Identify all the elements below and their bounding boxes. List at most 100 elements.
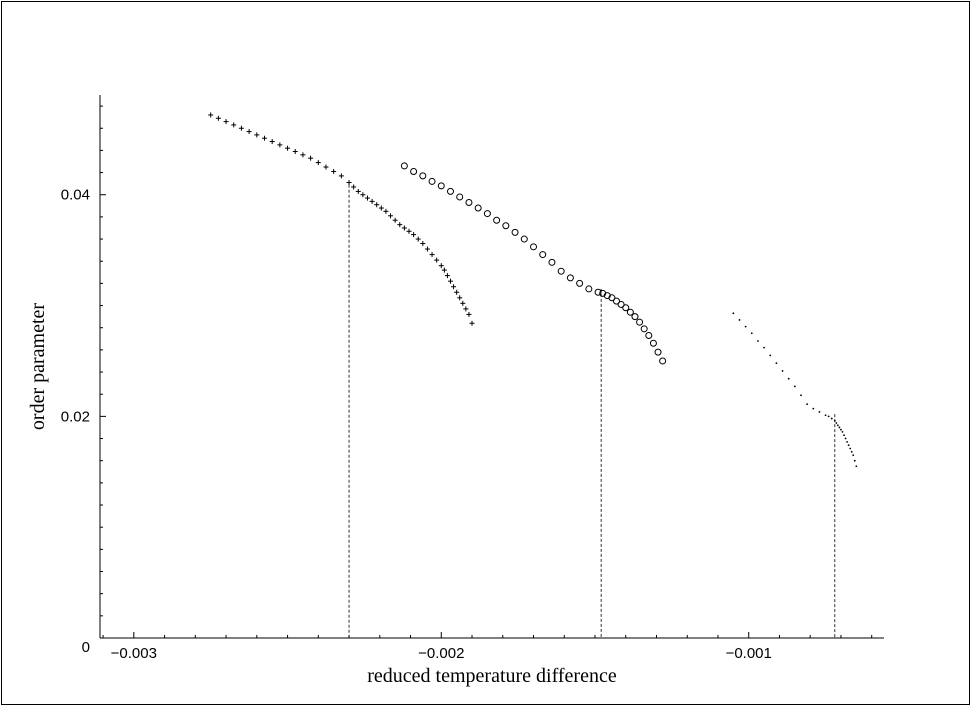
circle-marker-point	[446, 187, 454, 195]
circle-marker-point	[659, 357, 667, 365]
circle-marker-point	[649, 339, 657, 347]
circle-marker-point	[608, 294, 616, 302]
cross-marker-point	[355, 188, 361, 194]
dot-marker-point	[847, 444, 850, 447]
dot-marker-point	[836, 424, 839, 427]
cross-marker-point	[360, 192, 366, 198]
dot-marker-point	[850, 450, 853, 453]
cross-marker-point	[451, 284, 457, 290]
cross-marker-point	[364, 195, 370, 201]
dot-marker-point	[769, 354, 772, 357]
cross-marker-point	[420, 240, 426, 246]
x-axis-title: reduced temperature difference	[367, 665, 617, 687]
dot-marker-point	[840, 428, 842, 431]
cross-marker-point	[392, 217, 398, 223]
y-tick-label: 0.04	[61, 187, 90, 204]
dot-marker-point	[738, 319, 741, 321]
circle-marker-point	[585, 285, 593, 293]
cross-marker-point	[277, 142, 283, 148]
dot-marker-point	[853, 459, 856, 462]
cross-marker-point	[378, 205, 384, 211]
dot-marker-point	[846, 440, 849, 443]
cross-marker-point	[466, 311, 472, 317]
dot-marker-point	[838, 426, 841, 429]
y-axis-title: order parameter	[27, 303, 49, 430]
cross-marker-point	[246, 129, 252, 135]
dot-marker-point	[775, 362, 778, 365]
cross-marker-point	[388, 213, 394, 219]
dot-marker-point	[793, 385, 796, 388]
cross-marker-point	[315, 160, 321, 166]
cross-marker-point	[346, 180, 352, 186]
y-tick-label: 0	[82, 639, 90, 656]
circle-marker-point	[557, 267, 565, 275]
cross-marker-point	[269, 139, 275, 145]
circle-marker-point	[645, 331, 653, 339]
x-tick-label: −0.003	[111, 645, 157, 662]
dot-marker-point	[806, 403, 809, 406]
circle-marker-point	[636, 318, 644, 326]
y-tick-label: 0.02	[61, 408, 90, 425]
circle-marker-point	[502, 222, 510, 230]
cross-marker-point	[383, 208, 389, 214]
circle-marker-point	[576, 279, 584, 287]
cross-marker-point	[292, 149, 298, 155]
dot-marker-point	[818, 411, 821, 413]
cross-marker-point	[454, 289, 460, 295]
cross-marker-point	[254, 132, 260, 138]
circle-marker-point	[520, 235, 528, 243]
cross-marker-point	[424, 246, 430, 252]
circle-marker-point	[437, 182, 445, 190]
circle-marker-point	[539, 251, 547, 259]
cross-marker-point	[238, 125, 244, 131]
dot-marker-point	[844, 437, 847, 440]
cross-marker-point	[429, 252, 435, 258]
dot-marker-point	[812, 407, 815, 410]
cross-marker-point	[447, 278, 453, 284]
data-points	[208, 112, 858, 468]
dot-marker-point	[750, 332, 753, 335]
dot-marker-point	[843, 434, 845, 437]
circle-marker-point	[493, 216, 501, 224]
circle-marker-point	[654, 348, 662, 356]
dot-marker-point	[835, 422, 838, 424]
dot-marker-point	[855, 465, 858, 468]
circle-marker-point	[640, 325, 648, 333]
circle-marker-point	[428, 177, 436, 185]
circle-marker-point	[622, 304, 630, 312]
dot-marker-point	[763, 346, 765, 349]
x-tick-label: −0.002	[418, 645, 464, 662]
tick-labels: −0.003 −0.002 −0.001 0 0.02 0.04	[61, 187, 772, 662]
cross-marker-point	[374, 202, 380, 208]
cross-marker-point	[444, 273, 450, 279]
dot-marker-point	[849, 447, 852, 450]
cross-marker-point	[338, 173, 344, 179]
circle-marker-point	[566, 274, 574, 282]
dot-marker-point	[852, 454, 855, 457]
circle-marker-point	[530, 243, 538, 251]
dot-marker-point	[830, 417, 833, 420]
cross-marker-point	[460, 300, 466, 306]
circle-marker-point	[465, 198, 473, 206]
circle-marker-point	[410, 167, 418, 175]
dot-marker-point	[781, 370, 784, 372]
cross-marker-point	[308, 155, 314, 161]
cross-marker-point	[441, 267, 447, 273]
dot-marker-point	[824, 414, 827, 417]
cross-marker-point	[223, 119, 229, 125]
dot-marker-point	[833, 419, 836, 422]
dot-marker-point	[841, 430, 844, 433]
dot-marker-point	[827, 415, 830, 418]
circle-marker-point	[483, 210, 491, 218]
cross-marker-point	[415, 236, 421, 242]
cross-marker-point	[397, 222, 403, 228]
cross-marker-point	[351, 184, 357, 190]
cross-marker-point	[208, 112, 214, 118]
cross-marker-point	[215, 115, 221, 121]
cross-marker-point	[411, 232, 417, 238]
cross-marker-point	[438, 263, 444, 269]
cross-marker-point	[261, 135, 267, 141]
cross-marker-point	[285, 145, 291, 151]
cross-marker-point	[369, 198, 375, 204]
